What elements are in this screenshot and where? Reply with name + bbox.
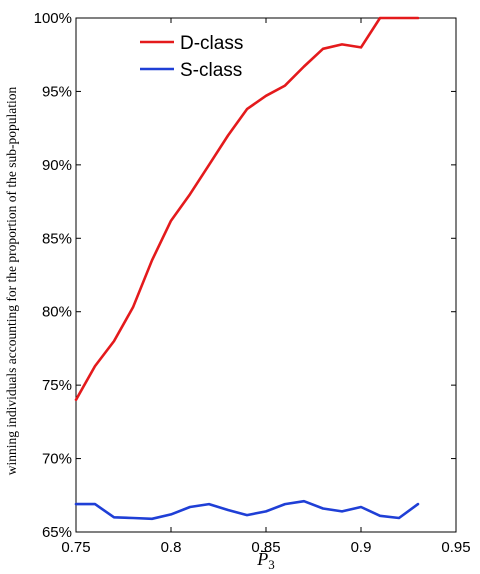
data-point — [303, 65, 305, 68]
data-point — [170, 513, 172, 516]
legend-label: D-class — [180, 33, 243, 54]
y-axis-label: winning individuals accounting for the p… — [4, 87, 19, 476]
data-point — [75, 503, 77, 505]
data-point — [398, 517, 400, 519]
x-tick-label: 0.8 — [161, 539, 182, 556]
x-tick-label: 0.9 — [351, 539, 372, 556]
data-point — [284, 84, 286, 87]
data-point — [227, 509, 229, 511]
y-tick-label: 70% — [42, 451, 72, 468]
data-point — [208, 503, 210, 505]
data-point — [379, 17, 381, 19]
data-point — [265, 510, 267, 513]
y-tick-label: 95% — [42, 83, 72, 100]
series-layer — [74, 16, 420, 521]
data-point — [132, 517, 134, 519]
data-point — [227, 134, 229, 137]
data-point — [208, 164, 210, 166]
data-point — [417, 503, 419, 505]
x-tick-label: 0.95 — [441, 539, 470, 556]
data-point — [398, 17, 400, 19]
y-tick-label: 80% — [42, 304, 72, 321]
data-point — [189, 506, 191, 508]
data-point — [246, 108, 248, 110]
data-point — [322, 48, 324, 50]
data-point — [265, 95, 267, 97]
data-point — [360, 506, 362, 508]
data-point — [75, 399, 77, 401]
data-point — [113, 340, 115, 342]
data-point — [322, 507, 324, 510]
data-point — [303, 500, 305, 503]
data-point — [170, 219, 172, 222]
data-point — [246, 514, 248, 516]
x-axis-label: P̄3 — [256, 549, 275, 572]
axes-layer: 0.75 0.8 0.85 0.9 0.95 65% 70% 75% 80% 85% 90% 95% 1… — [34, 10, 471, 556]
data-point — [379, 515, 381, 517]
data-point — [132, 306, 134, 309]
data-point — [341, 43, 343, 46]
plot-frame — [75, 17, 457, 533]
data-point — [417, 17, 419, 19]
y-tick-label: 65% — [42, 524, 72, 541]
plot-area — [75, 17, 457, 533]
legend: D-class S-class — [140, 33, 243, 81]
y-tick-label: 75% — [42, 377, 72, 394]
data-point — [94, 365, 96, 367]
x-tick-label: 0.75 — [61, 539, 90, 556]
data-point — [360, 46, 362, 49]
data-point — [94, 503, 96, 505]
y-tick-label: 90% — [42, 157, 72, 174]
data-point — [151, 518, 153, 520]
data-point — [341, 510, 343, 513]
data-point — [189, 193, 191, 195]
y-tick-label: 85% — [42, 230, 72, 247]
data-point — [113, 516, 115, 519]
legend-label: S-class — [180, 60, 242, 81]
y-tick-label: 100% — [34, 10, 72, 27]
data-point — [284, 503, 286, 505]
data-point — [151, 259, 153, 262]
x-tick-label: 0.85 — [251, 539, 280, 556]
